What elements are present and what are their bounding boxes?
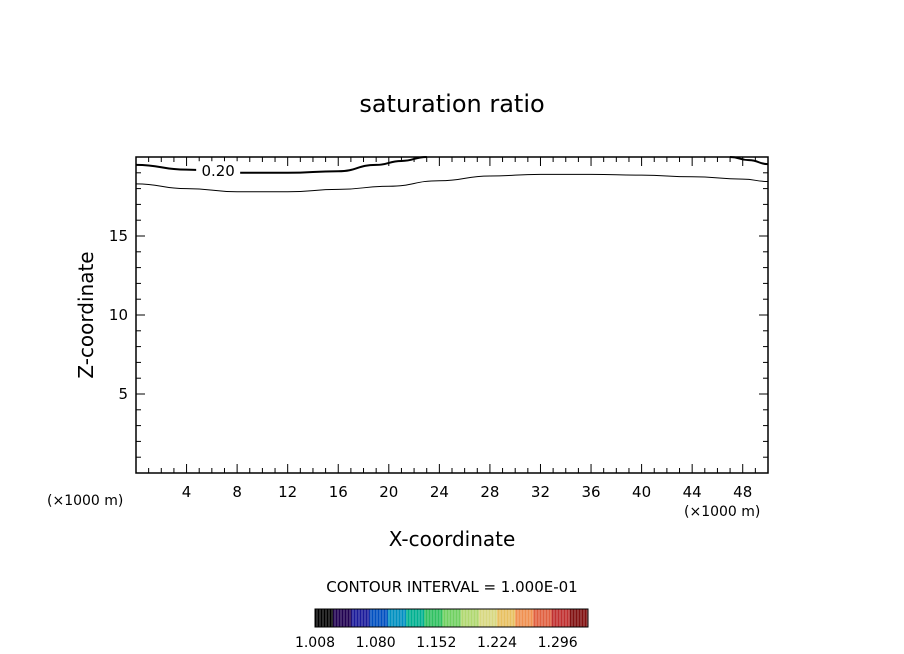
x-tick-label: 28: [480, 483, 499, 501]
x-tick-label: 40: [632, 483, 651, 501]
contour-label: 0.20: [201, 162, 234, 180]
colorbar-frame: [314, 608, 589, 628]
colorbar-swatch: [497, 609, 516, 627]
colorbar-swatch: [333, 609, 352, 627]
colorbar-swatch: [551, 609, 571, 627]
y-axis-ticks: 5 10 15: [109, 172, 768, 458]
colorbar-fill: [315, 609, 589, 627]
contour-interval-text: CONTOUR INTERVAL = 1.000E-01: [326, 578, 577, 596]
colorbar-tick-label: 1.008: [295, 635, 335, 651]
colorbar-swatch: [442, 609, 462, 627]
contour-line: [135, 156, 427, 174]
chart-title: saturation ratio: [359, 90, 544, 118]
colorbar-swatch: [369, 609, 389, 627]
colorbar-swatch: [351, 609, 371, 627]
y-axis-label: Z-coordinate: [74, 251, 98, 378]
colorbar-labels: 1.008 1.080 1.152 1.224 1.296: [295, 635, 578, 651]
colorbar-tick-label: 1.224: [477, 635, 517, 651]
x-tick-label: 16: [329, 483, 348, 501]
x-tick-label: 12: [278, 483, 297, 501]
colorbar-swatch: [460, 609, 480, 627]
colorbar-tick-label: 1.080: [356, 635, 396, 651]
y-tick-label: 10: [109, 306, 128, 324]
x-unit-right: (×1000 m): [684, 504, 760, 520]
contour-label-bg: [196, 161, 241, 180]
x-unit-left: (×1000 m): [47, 493, 123, 509]
colorbar-swatch: [478, 609, 498, 627]
x-tick-label: 32: [531, 483, 550, 501]
colorbar-swatch: [424, 609, 443, 627]
plot-frame: [135, 156, 769, 474]
x-axis-label: X-coordinate: [389, 527, 516, 551]
colorbar-swatch: [569, 609, 589, 627]
x-tick-label: 48: [733, 483, 752, 501]
colorbar-tick-label: 1.296: [538, 635, 578, 651]
colorbar-tick-label: 1.152: [416, 635, 456, 651]
colorbar-swatch: [515, 609, 534, 627]
x-tick-label: 4: [182, 483, 192, 501]
contour-line: [135, 173, 769, 193]
y-tick-label: 5: [118, 385, 128, 403]
colorbar-swatch: [406, 609, 425, 627]
x-tick-label: 20: [379, 483, 398, 501]
x-tick-label: 36: [581, 483, 600, 501]
y-tick-label: 15: [109, 227, 128, 245]
x-tick-label: 24: [430, 483, 449, 501]
x-axis-ticks: 4 8 12 16 20 24 28 32 36 40 44 48: [148, 157, 756, 501]
contour-line: [730, 156, 769, 166]
colorbar: 1.008 1.080 1.152 1.224 1.296: [295, 608, 589, 651]
x-tick-label: 8: [232, 483, 242, 501]
colorbar-swatch: [533, 609, 553, 627]
colorbar-swatch: [315, 609, 334, 627]
x-tick-label: 44: [683, 483, 702, 501]
colorbar-swatch: [387, 609, 407, 627]
colorbar-hatch: [316, 609, 588, 627]
contour-lines: 0.20: [135, 156, 769, 193]
